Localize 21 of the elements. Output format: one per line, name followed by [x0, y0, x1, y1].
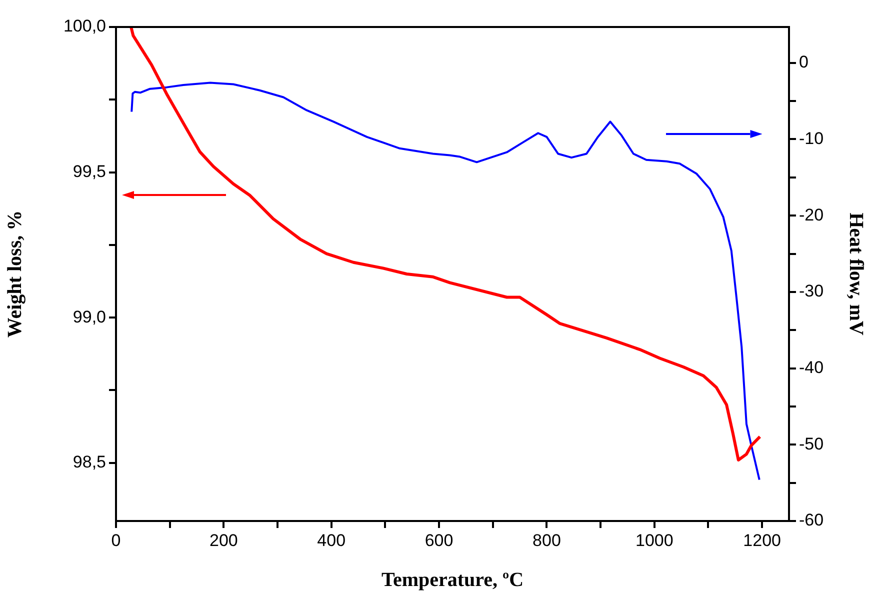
y2-tick-label: -60	[799, 510, 824, 530]
y2-tick-label: 0	[799, 52, 808, 72]
y-tick-label: 99,0	[72, 307, 106, 326]
y-tick-label: 99,5	[72, 162, 106, 181]
x-tick-label: 200	[209, 530, 238, 550]
y2-tick-label: -10	[799, 128, 824, 148]
y-tick-label: 98,5	[72, 452, 106, 472]
x-tick-label: 0	[111, 530, 121, 550]
x-tick-label: 800	[532, 530, 561, 550]
y2-tick-label: -40	[799, 358, 824, 377]
y2-tick-label: -20	[799, 205, 824, 224]
y-tick-label: 100,0	[63, 16, 106, 36]
y2-tick-label: -50	[799, 434, 824, 454]
x-tick-label: 600	[424, 530, 454, 550]
x-tick-label: 1200	[743, 530, 781, 550]
x-tick-label: 400	[317, 530, 346, 550]
x-tick-label: 1000	[635, 530, 674, 550]
x-axis-title: Temperature, ºC	[381, 569, 524, 592]
y-axis-title: Weight loss, %	[4, 210, 26, 338]
y2-tick-label: -30	[799, 282, 824, 301]
y2-axis-title: Heat flow, mV	[844, 212, 867, 336]
